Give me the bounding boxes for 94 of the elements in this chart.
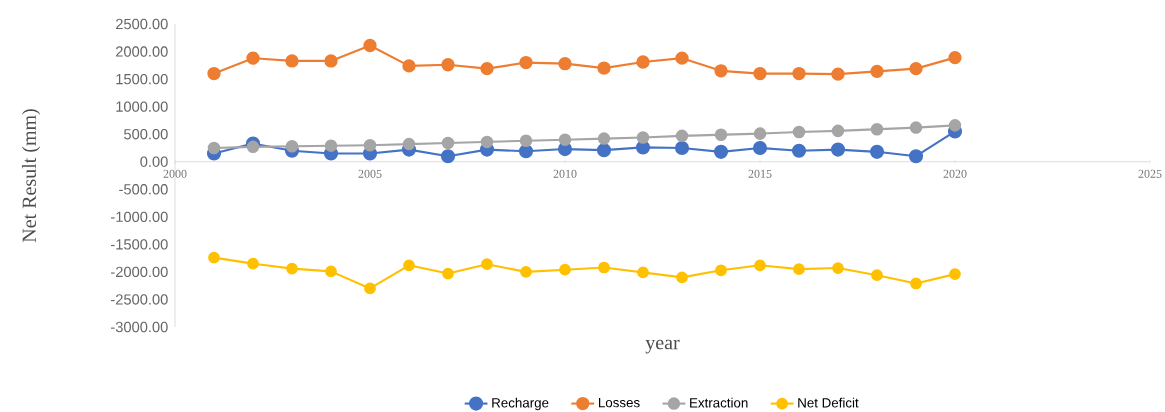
legend-label: Net Deficit	[798, 397, 859, 408]
point	[364, 282, 376, 295]
point	[831, 67, 845, 81]
point	[207, 141, 221, 155]
point	[676, 271, 688, 284]
point	[246, 51, 260, 65]
point	[441, 58, 455, 72]
point	[558, 133, 572, 146]
x-tick-label: 2000	[163, 169, 187, 178]
point	[871, 269, 883, 282]
point	[831, 124, 845, 138]
point	[247, 257, 259, 270]
point	[440, 149, 456, 164]
point	[754, 259, 766, 272]
point	[636, 131, 650, 144]
y-tick-label: -2500.00	[111, 294, 168, 305]
point	[481, 258, 493, 271]
legend-label: Recharge	[492, 397, 549, 411]
point	[598, 261, 610, 274]
point	[597, 61, 611, 75]
x-tick-label: 2020	[943, 169, 967, 178]
point	[559, 263, 571, 276]
point	[793, 263, 805, 276]
point	[403, 259, 415, 272]
point	[792, 125, 806, 139]
y-tick-label: 0.00	[140, 156, 168, 167]
point	[285, 140, 299, 153]
y-tick-label: 1500.00	[116, 73, 168, 85]
point	[752, 140, 768, 156]
x-tick-label: 2010	[553, 169, 577, 178]
point	[832, 262, 844, 274]
point	[208, 251, 220, 264]
x-tick-label: 2005	[358, 169, 382, 178]
y-tick-label: -3000.00	[111, 321, 168, 333]
point	[596, 143, 612, 158]
point	[402, 137, 416, 151]
point	[286, 262, 298, 275]
point	[910, 277, 922, 290]
legend-label: Extraction	[690, 397, 748, 408]
y-tick-label: -500.00	[119, 184, 168, 195]
point	[637, 266, 649, 279]
y-tick-label: -2000.00	[111, 266, 168, 278]
x-axis-title: year	[645, 339, 680, 354]
point	[520, 266, 532, 278]
x-tick-label: 2015	[748, 169, 772, 178]
y-tick-label: -1000.00	[111, 211, 168, 223]
point	[441, 136, 455, 150]
point	[753, 127, 767, 140]
y-tick-label: 1000.00	[116, 101, 168, 112]
point	[325, 265, 337, 278]
x-tick-label: 2025	[1138, 169, 1162, 178]
point	[518, 144, 534, 159]
point	[674, 140, 690, 156]
point	[480, 61, 494, 76]
y-axis-title: Net Result (mm)	[21, 109, 41, 243]
point	[558, 57, 572, 71]
point	[324, 139, 338, 153]
point	[908, 149, 924, 164]
point	[519, 134, 533, 148]
y-tick-label: -1500.00	[111, 239, 168, 250]
point	[246, 140, 260, 154]
y-tick-label: 2500.00	[116, 18, 168, 30]
point	[830, 142, 846, 157]
point	[324, 54, 338, 68]
point	[791, 143, 807, 158]
point	[870, 122, 884, 136]
point	[675, 51, 689, 65]
point	[948, 50, 962, 65]
legend-label: Losses	[598, 397, 640, 408]
point	[792, 66, 806, 81]
point	[207, 66, 221, 81]
point	[480, 135, 494, 149]
point	[713, 144, 729, 159]
point	[753, 66, 767, 81]
point	[636, 55, 650, 69]
point	[909, 121, 923, 134]
point	[442, 267, 454, 280]
point	[675, 129, 689, 143]
point	[948, 119, 962, 132]
y-tick-label: 2000.00	[116, 46, 168, 57]
point	[402, 59, 416, 73]
point	[869, 144, 885, 159]
point	[714, 64, 728, 78]
y-tick-label: 500.00	[124, 129, 168, 140]
point	[909, 61, 923, 76]
point	[285, 54, 299, 68]
point	[597, 132, 611, 145]
point	[715, 264, 727, 277]
point	[363, 138, 377, 152]
point	[714, 128, 728, 142]
point	[949, 268, 961, 280]
point	[870, 64, 884, 79]
point	[363, 38, 377, 53]
point	[519, 55, 533, 70]
